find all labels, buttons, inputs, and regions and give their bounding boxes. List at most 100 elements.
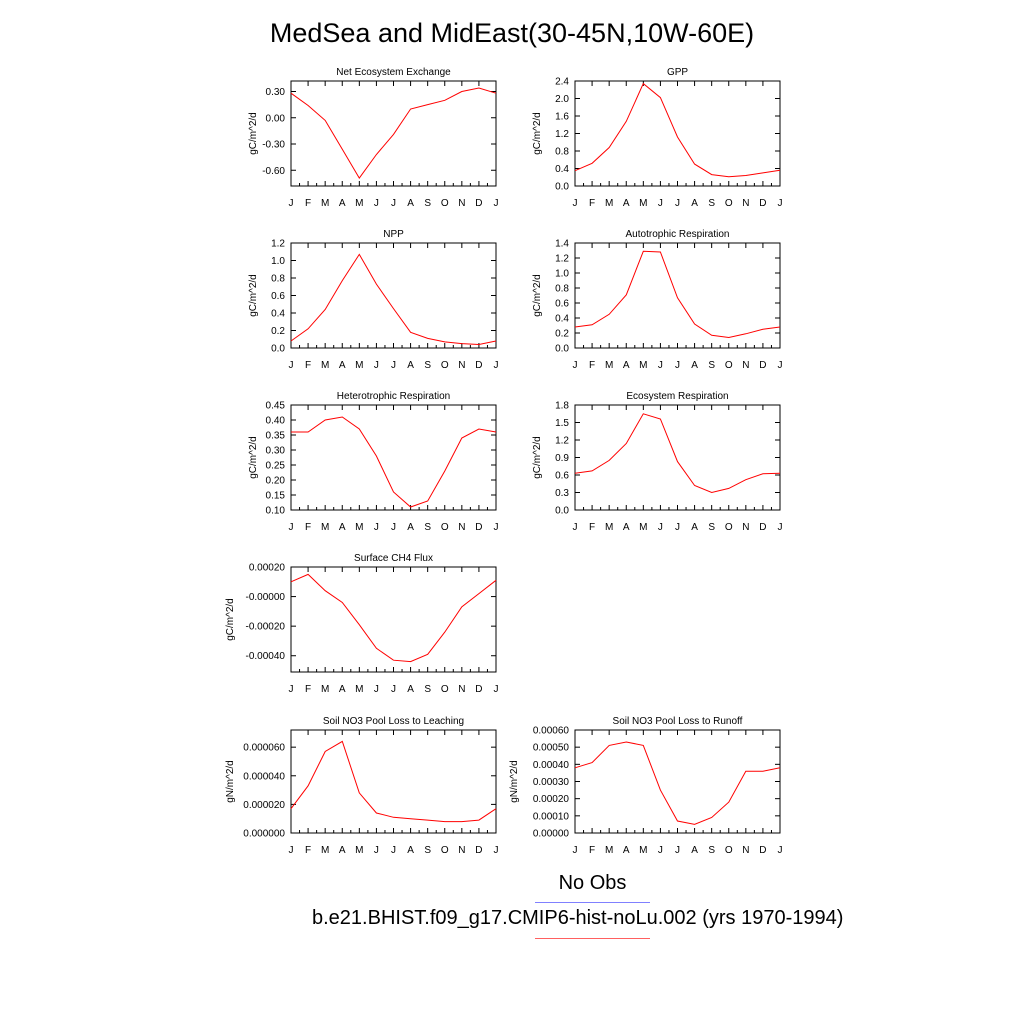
x-tick-label: N xyxy=(458,845,465,856)
x-tick-label: D xyxy=(475,845,482,856)
x-tick-label: J xyxy=(494,845,499,856)
y-tick-label: 0.00000 xyxy=(533,829,570,840)
x-tick-label: J xyxy=(675,522,680,533)
x-tick-label: N xyxy=(458,360,465,371)
y-axis-label: gC/m^2/d xyxy=(248,112,259,155)
x-tick-label: A xyxy=(339,198,346,209)
x-tick-label: A xyxy=(407,845,414,856)
x-tick-label: J xyxy=(675,845,680,856)
x-tick-label: O xyxy=(725,360,733,371)
x-tick-label: F xyxy=(305,360,311,371)
y-tick-label: 1.2 xyxy=(555,254,569,265)
x-tick-label: J xyxy=(778,845,783,856)
x-tick-label: O xyxy=(725,198,733,209)
legend-model-line xyxy=(535,938,650,939)
x-tick-label: A xyxy=(339,684,346,695)
y-axis-label: gC/m^2/d xyxy=(532,274,543,317)
series-line xyxy=(574,82,781,178)
y-tick-label: 0.20 xyxy=(266,476,286,487)
x-tick-label: D xyxy=(475,522,482,533)
x-tick-label: A xyxy=(623,522,630,533)
x-tick-label: J xyxy=(391,845,396,856)
y-tick-label: 0.00030 xyxy=(533,777,570,788)
y-tick-label: 0.30 xyxy=(266,446,286,457)
x-tick-label: J xyxy=(289,845,294,856)
y-tick-label: 0.45 xyxy=(266,401,286,412)
y-tick-label: 0.2 xyxy=(271,326,285,337)
y-tick-label: 2.0 xyxy=(555,94,569,105)
x-tick-label: M xyxy=(321,198,329,209)
x-tick-label: J xyxy=(391,360,396,371)
plot-frame xyxy=(290,80,497,187)
x-tick-label: J xyxy=(573,522,578,533)
legend-obs-label: No Obs xyxy=(558,872,627,894)
y-tick-label: 0.4 xyxy=(555,164,569,175)
x-tick-label: J xyxy=(374,684,379,695)
x-tick-label: S xyxy=(708,198,715,209)
x-tick-label: M xyxy=(605,360,613,371)
x-tick-label: J xyxy=(374,845,379,856)
x-tick-label: D xyxy=(759,845,766,856)
x-tick-label: J xyxy=(391,198,396,209)
chart-title: Surface CH4 Flux xyxy=(354,553,433,564)
x-tick-label: S xyxy=(424,522,431,533)
y-tick-label: 0.30 xyxy=(266,87,286,98)
x-tick-label: S xyxy=(424,845,431,856)
y-tick-label: 1.0 xyxy=(555,269,569,280)
y-tick-label: 0.00040 xyxy=(533,760,570,771)
x-tick-label: N xyxy=(742,360,749,371)
y-tick-label: -0.60 xyxy=(262,166,285,177)
plot-frame xyxy=(290,566,497,673)
chart-title: Soil NO3 Pool Loss to Leaching xyxy=(323,716,464,727)
x-tick-label: F xyxy=(305,198,311,209)
y-axis-label: gC/m^2/d xyxy=(532,436,543,479)
x-tick-label: J xyxy=(658,198,663,209)
x-tick-label: A xyxy=(407,360,414,371)
x-tick-label: J xyxy=(289,198,294,209)
y-tick-label: 0.10 xyxy=(266,506,286,517)
series-line xyxy=(574,250,781,339)
x-tick-label: M xyxy=(639,198,647,209)
y-tick-label: 0.40 xyxy=(266,416,286,427)
x-tick-label: F xyxy=(589,522,595,533)
x-tick-label: J xyxy=(494,360,499,371)
x-tick-label: A xyxy=(339,845,346,856)
x-tick-label: J xyxy=(391,522,396,533)
x-tick-label: J xyxy=(778,198,783,209)
x-tick-label: O xyxy=(725,845,733,856)
y-tick-label: 1.2 xyxy=(555,129,569,140)
y-tick-label: 0.000040 xyxy=(243,771,285,782)
y-axis-label: gC/m^2/d xyxy=(225,598,236,641)
series-line xyxy=(290,573,497,663)
y-tick-label: 0.00050 xyxy=(533,743,570,754)
y-axis-label: gN/m^2/d xyxy=(509,760,520,803)
y-tick-label: 0.0 xyxy=(555,506,569,517)
chart-title: Ecosystem Respiration xyxy=(626,391,728,402)
x-tick-label: M xyxy=(355,522,363,533)
x-tick-label: O xyxy=(441,845,449,856)
x-tick-label: J xyxy=(494,684,499,695)
x-tick-label: M xyxy=(321,360,329,371)
x-tick-label: M xyxy=(605,522,613,533)
page-title: MedSea and MidEast(30-45N,10W-60E) xyxy=(269,18,755,48)
x-tick-label: A xyxy=(339,522,346,533)
x-tick-label: M xyxy=(355,198,363,209)
y-tick-label: 0.0 xyxy=(271,344,285,355)
x-tick-label: M xyxy=(639,845,647,856)
x-tick-label: J xyxy=(289,360,294,371)
x-tick-label: F xyxy=(305,845,311,856)
x-tick-label: J xyxy=(573,845,578,856)
x-tick-label: A xyxy=(339,360,346,371)
y-tick-label: 0.000000 xyxy=(243,829,285,840)
x-tick-label: J xyxy=(778,360,783,371)
y-tick-label: 0.000020 xyxy=(243,800,285,811)
x-tick-label: J xyxy=(658,522,663,533)
x-tick-label: S xyxy=(424,360,431,371)
x-tick-label: D xyxy=(759,360,766,371)
x-tick-label: O xyxy=(441,198,449,209)
x-tick-label: J xyxy=(494,522,499,533)
x-tick-label: J xyxy=(391,684,396,695)
